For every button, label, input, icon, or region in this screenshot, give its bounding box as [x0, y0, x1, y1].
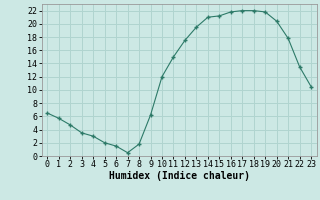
X-axis label: Humidex (Indice chaleur): Humidex (Indice chaleur): [109, 171, 250, 181]
